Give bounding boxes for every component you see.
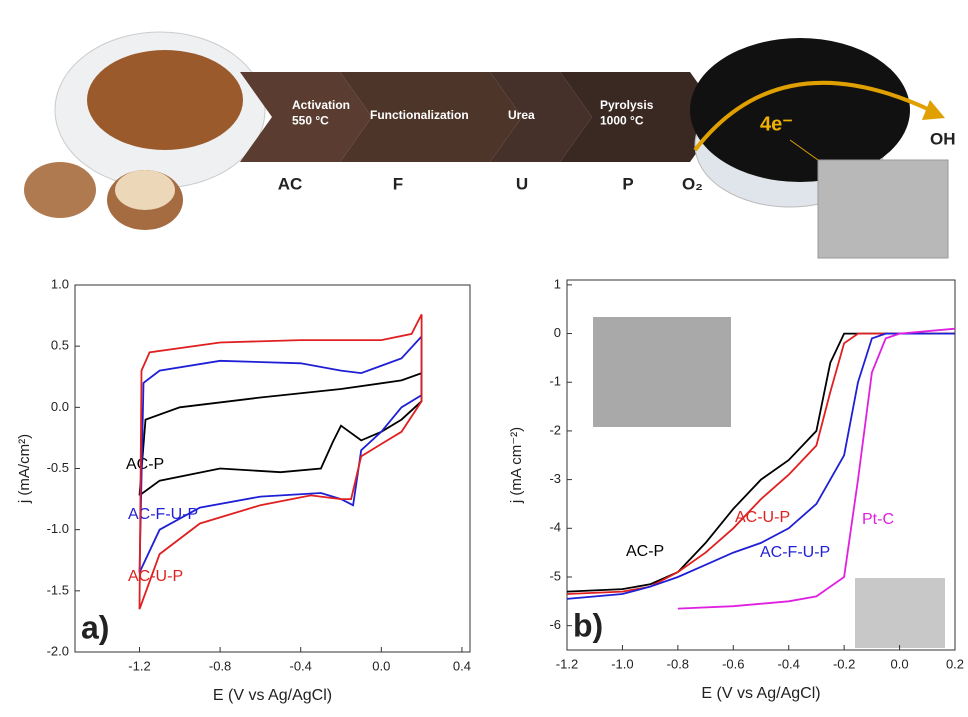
step-code: F <box>393 174 403 193</box>
series-label: AC-F-U-P <box>760 544 830 561</box>
coconut-shell <box>24 162 96 218</box>
x-tick-label: -0.8 <box>209 658 231 673</box>
electron-label: 4e⁻ <box>760 113 793 135</box>
y-tick-label: -2.0 <box>47 643 69 658</box>
series-label: AC-U-P <box>128 568 183 585</box>
x-axis-title: E (V vs Ag/AgCl) <box>213 687 332 704</box>
inset-image <box>855 578 945 648</box>
x-tick-label: -0.4 <box>778 656 800 671</box>
x-tick-label: -1.0 <box>611 656 633 671</box>
y-tick-label: -4 <box>549 520 561 535</box>
y-tick-label: -0.5 <box>47 460 69 475</box>
x-tick-label: -1.2 <box>556 656 578 671</box>
x-tick-label: -0.8 <box>667 656 689 671</box>
y-tick-label: -5 <box>549 568 561 583</box>
oxygen-label: O₂ <box>682 174 703 193</box>
x-tick-label: 0.0 <box>372 658 390 673</box>
coconut-shell-inner <box>115 170 175 210</box>
series-label: AC-U-P <box>735 509 790 526</box>
inset-image <box>593 317 731 427</box>
y-axis-title: j (mA/cm²) <box>16 434 33 504</box>
y-tick-label: 1 <box>554 276 561 291</box>
x-axis-title: E (V vs Ag/AgCl) <box>701 685 820 702</box>
product-label: OH <box>930 129 956 148</box>
series-label: AC-F-U-P <box>128 506 198 523</box>
x-tick-label: -0.4 <box>290 658 312 673</box>
y-tick-label: -6 <box>549 617 561 632</box>
step-label: Functionalization <box>370 108 469 122</box>
y-tick-label: -1 <box>549 374 561 389</box>
step-code: P <box>622 174 633 193</box>
x-tick-label: 0.0 <box>891 656 909 671</box>
coconut-powder <box>87 50 243 150</box>
panel-label: a) <box>81 609 109 645</box>
x-tick-label: 0.4 <box>453 658 471 673</box>
x-tick-label: -1.2 <box>128 658 150 673</box>
y-tick-label: 0 <box>554 325 561 340</box>
data-line <box>140 314 422 609</box>
y-tick-label: -1.0 <box>47 521 69 536</box>
series-label: AC-P <box>626 543 664 560</box>
step-code: U <box>516 174 528 193</box>
y-tick-label: 0.5 <box>51 338 69 353</box>
x-tick-label: 0.2 <box>946 656 964 671</box>
y-tick-label: -2 <box>549 422 561 437</box>
panel-label: b) <box>573 607 603 643</box>
x-tick-label: -0.2 <box>833 656 855 671</box>
y-axis-title: j (mA cm⁻²) <box>508 427 525 504</box>
series-label: Pt-C <box>862 511 894 528</box>
x-tick-label: -0.6 <box>722 656 744 671</box>
sem-image <box>818 160 948 258</box>
y-tick-label: -3 <box>549 471 561 486</box>
series-label: AC-P <box>126 456 164 473</box>
y-tick-label: -1.5 <box>47 582 69 597</box>
step-code: AC <box>278 174 303 193</box>
y-tick-label: 0.0 <box>51 399 69 414</box>
y-tick-label: 1.0 <box>51 276 69 291</box>
figure: Activation550 °C Functionalization Urea … <box>0 0 968 717</box>
step-label: Urea <box>508 108 535 122</box>
